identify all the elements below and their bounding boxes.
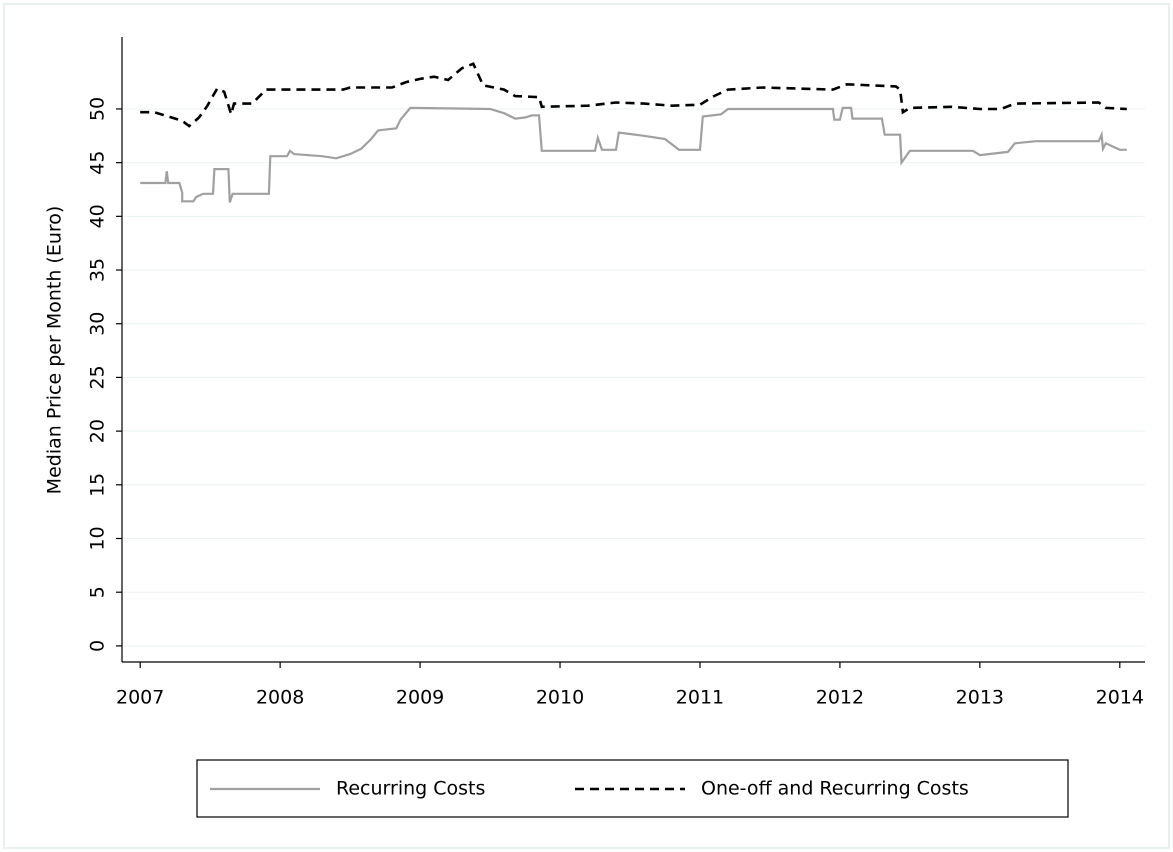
legend-box xyxy=(196,759,1069,818)
y-tick-label: 5 xyxy=(87,586,109,598)
y-tick-label: 15 xyxy=(87,473,109,497)
y-tick-label: 0 xyxy=(87,640,109,652)
x-tick-label: 2012 xyxy=(816,687,864,709)
series-line xyxy=(140,62,1127,128)
x-tick-label: 2014 xyxy=(1096,687,1144,709)
y-tick-label: 20 xyxy=(87,419,109,443)
legend-label: One-off and Recurring Costs xyxy=(701,778,969,800)
y-tick-label: 35 xyxy=(87,258,109,282)
frame xyxy=(3,3,1170,849)
x-tick-label: 2009 xyxy=(396,687,444,709)
x-tick-label: 2007 xyxy=(116,687,164,709)
y-tick-label: 30 xyxy=(87,312,109,336)
x-tick-label: 2010 xyxy=(536,687,584,709)
x-tick-label: 2008 xyxy=(256,687,304,709)
y-tick-label: 50 xyxy=(87,97,109,121)
y-tick-label: 25 xyxy=(87,365,109,389)
y-tick-label: 40 xyxy=(87,204,109,228)
series-line xyxy=(140,106,1127,203)
x-tick-label: 2013 xyxy=(956,687,1004,709)
y-axis-label: Median Price per Month (Euro) xyxy=(44,206,66,495)
y-tick-label: 45 xyxy=(87,151,109,175)
y-tick-label: 10 xyxy=(87,526,109,550)
legend-label: Recurring Costs xyxy=(336,778,485,800)
x-tick-label: 2011 xyxy=(676,687,724,709)
